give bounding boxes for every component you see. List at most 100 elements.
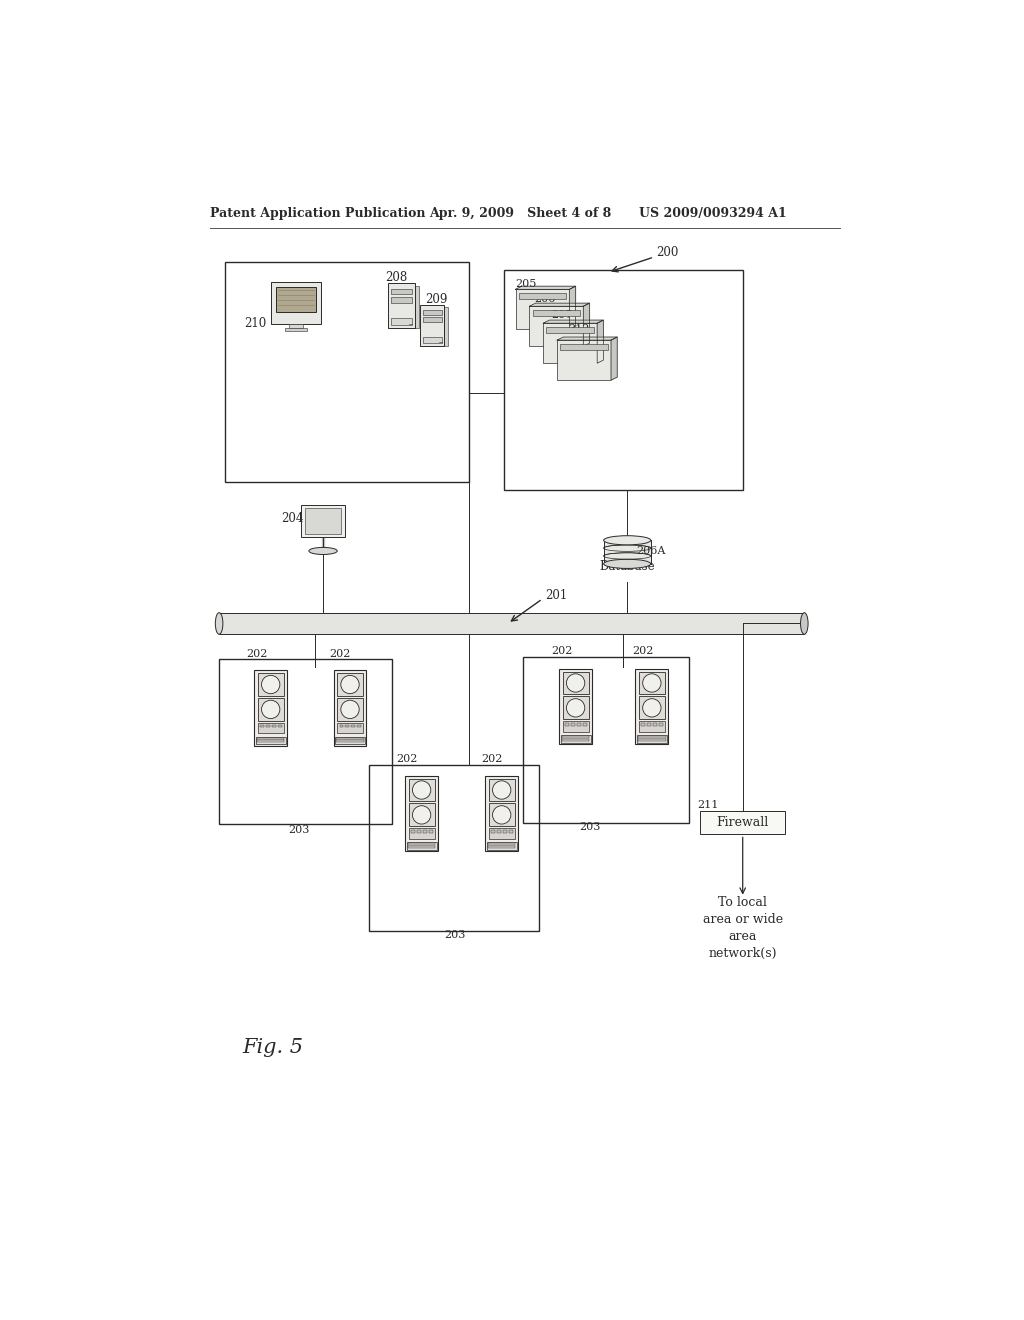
Text: 210: 210	[245, 317, 267, 330]
Bar	[337, 673, 364, 696]
Bar	[406, 776, 438, 851]
Text: 204: 204	[281, 512, 303, 525]
Bar	[488, 843, 515, 845]
Bar	[336, 738, 364, 739]
Bar	[370, 766, 539, 931]
Bar	[544, 323, 597, 363]
Bar	[219, 659, 392, 825]
Bar	[388, 284, 415, 329]
Bar	[560, 345, 608, 350]
Text: 202: 202	[552, 647, 573, 656]
Bar	[254, 671, 287, 746]
Bar	[409, 804, 435, 826]
Bar	[638, 739, 666, 741]
Bar	[639, 721, 665, 731]
Bar	[257, 738, 285, 739]
Bar	[497, 830, 501, 833]
Ellipse shape	[261, 700, 280, 718]
Bar	[565, 723, 569, 726]
Bar	[260, 725, 264, 727]
Polygon shape	[529, 304, 590, 306]
Text: 202: 202	[330, 648, 350, 659]
Bar	[560, 735, 591, 743]
Bar	[337, 698, 364, 721]
Polygon shape	[569, 286, 575, 330]
Bar	[336, 741, 364, 742]
Bar	[639, 697, 665, 719]
Polygon shape	[515, 286, 575, 289]
Bar	[258, 723, 284, 734]
Ellipse shape	[341, 700, 359, 718]
Bar	[289, 323, 303, 329]
Bar	[340, 725, 343, 727]
Text: Fig. 5: Fig. 5	[243, 1039, 303, 1057]
Bar	[547, 327, 594, 333]
Text: 208: 208	[385, 271, 408, 284]
Bar	[638, 737, 666, 738]
Polygon shape	[557, 337, 617, 341]
Bar	[571, 723, 574, 726]
Text: 201: 201	[545, 589, 567, 602]
Ellipse shape	[261, 676, 280, 694]
Bar	[285, 329, 307, 331]
Ellipse shape	[566, 673, 585, 692]
Text: 209: 209	[425, 293, 447, 306]
Ellipse shape	[643, 673, 662, 692]
Bar	[488, 829, 515, 838]
Bar	[488, 846, 515, 847]
Text: 212: 212	[568, 325, 589, 334]
Bar	[357, 725, 361, 727]
Bar	[562, 672, 589, 694]
Polygon shape	[611, 337, 617, 380]
Bar	[407, 842, 436, 850]
Ellipse shape	[604, 536, 651, 545]
Ellipse shape	[341, 676, 359, 694]
Bar	[518, 293, 566, 300]
Polygon shape	[544, 321, 603, 323]
Ellipse shape	[413, 805, 431, 824]
Text: Apr. 9, 2009   Sheet 4 of 8: Apr. 9, 2009 Sheet 4 of 8	[429, 207, 611, 220]
Bar	[421, 305, 444, 346]
Bar	[276, 286, 315, 312]
Text: US 2009/0093294 A1: US 2009/0093294 A1	[639, 207, 786, 220]
Text: 211: 211	[697, 800, 719, 810]
Bar	[408, 843, 435, 845]
Text: 202: 202	[632, 647, 653, 656]
Bar	[415, 286, 419, 329]
Bar	[271, 281, 321, 323]
Bar	[641, 723, 645, 726]
Bar	[636, 669, 669, 744]
Bar	[488, 804, 515, 826]
Ellipse shape	[493, 805, 511, 824]
Bar	[647, 723, 651, 726]
Bar	[391, 289, 412, 294]
Ellipse shape	[493, 781, 511, 799]
Ellipse shape	[643, 698, 662, 717]
Bar	[423, 310, 442, 314]
Bar	[503, 830, 507, 833]
Bar	[653, 723, 657, 726]
Ellipse shape	[215, 612, 223, 635]
Bar	[224, 263, 469, 482]
Bar	[562, 697, 589, 719]
Bar	[577, 723, 581, 726]
Ellipse shape	[604, 560, 651, 569]
Bar	[345, 725, 349, 727]
Bar	[258, 698, 284, 721]
Bar	[659, 723, 663, 726]
Bar	[637, 735, 667, 743]
Bar	[278, 725, 282, 727]
Text: 202: 202	[246, 648, 267, 659]
Bar	[523, 657, 689, 822]
Bar	[391, 318, 412, 326]
Text: 205: 205	[515, 279, 537, 289]
Bar	[266, 725, 270, 727]
Bar	[515, 289, 569, 330]
Bar	[305, 508, 341, 535]
Bar	[429, 830, 433, 833]
Bar	[562, 737, 590, 738]
Text: To local
area or wide
area
network(s): To local area or wide area network(s)	[702, 896, 782, 961]
Bar	[557, 341, 611, 380]
Bar	[409, 779, 435, 801]
Polygon shape	[584, 304, 590, 346]
